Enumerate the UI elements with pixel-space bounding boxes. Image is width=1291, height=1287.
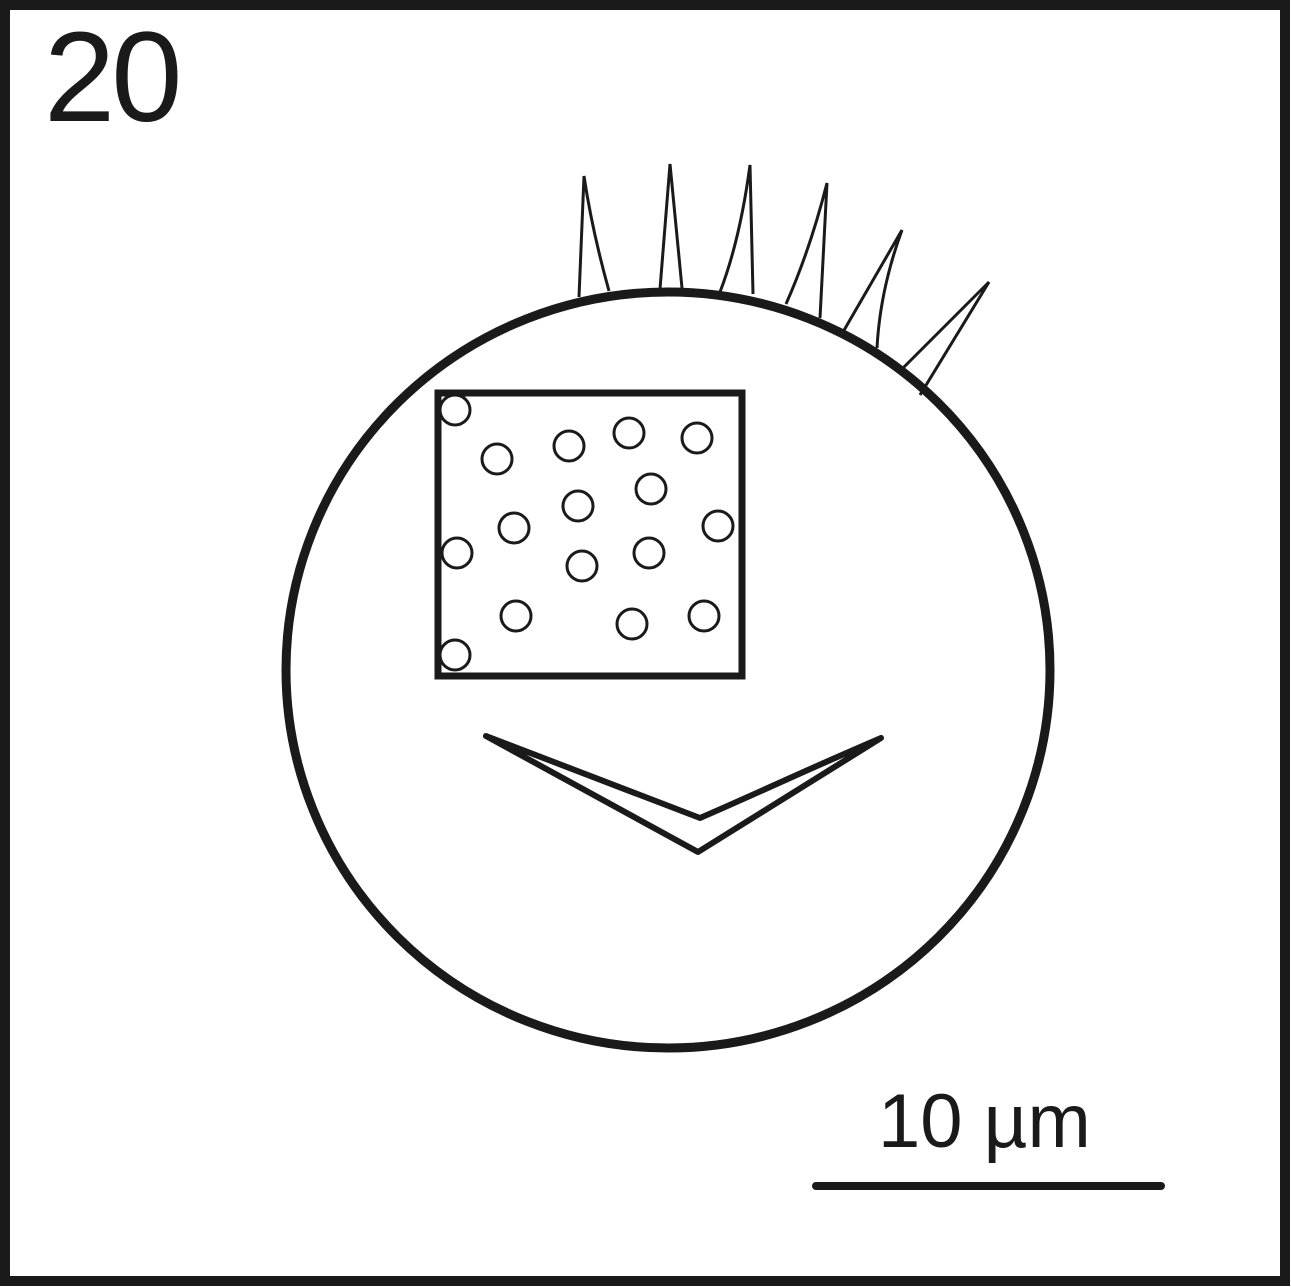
spine bbox=[901, 280, 991, 396]
inset-border bbox=[434, 389, 746, 680]
pore bbox=[440, 536, 474, 570]
cell-body bbox=[281, 287, 1055, 1053]
scale-bar-label: 10 µm bbox=[878, 1079, 1091, 1164]
chevron-mark bbox=[483, 733, 884, 855]
pore bbox=[634, 472, 668, 506]
pore bbox=[615, 607, 649, 641]
spine bbox=[577, 175, 611, 298]
pore bbox=[612, 416, 646, 450]
pore bbox=[499, 599, 533, 633]
spines-group bbox=[577, 163, 991, 396]
spine bbox=[841, 229, 904, 349]
pore bbox=[687, 599, 721, 633]
pore bbox=[632, 536, 666, 570]
panel-number: 20 bbox=[44, 6, 182, 149]
pore bbox=[497, 511, 531, 545]
pore bbox=[680, 421, 714, 455]
spine bbox=[718, 164, 755, 295]
pore bbox=[701, 509, 735, 543]
pore bbox=[561, 489, 595, 523]
spine bbox=[658, 163, 684, 290]
pore bbox=[440, 638, 472, 672]
pore-inset bbox=[434, 389, 746, 680]
pore bbox=[480, 442, 514, 476]
pore bbox=[565, 549, 599, 583]
pore bbox=[552, 429, 586, 463]
pore bbox=[440, 394, 472, 427]
spine bbox=[784, 182, 829, 319]
